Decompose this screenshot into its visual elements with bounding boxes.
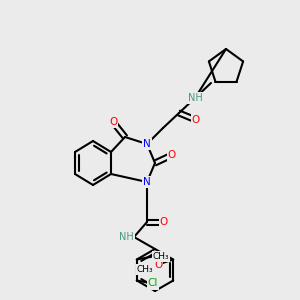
Text: Cl: Cl <box>148 278 158 289</box>
Text: CH₃: CH₃ <box>153 252 169 261</box>
Text: N: N <box>143 139 151 149</box>
Text: N: N <box>143 177 151 187</box>
Text: O: O <box>154 260 162 269</box>
Text: O: O <box>160 217 168 227</box>
Text: O: O <box>168 150 176 160</box>
Text: O: O <box>109 117 117 127</box>
Text: NH: NH <box>188 93 202 103</box>
Text: O: O <box>192 115 200 125</box>
Text: NH: NH <box>119 232 134 242</box>
Text: CH₃: CH₃ <box>137 265 154 274</box>
